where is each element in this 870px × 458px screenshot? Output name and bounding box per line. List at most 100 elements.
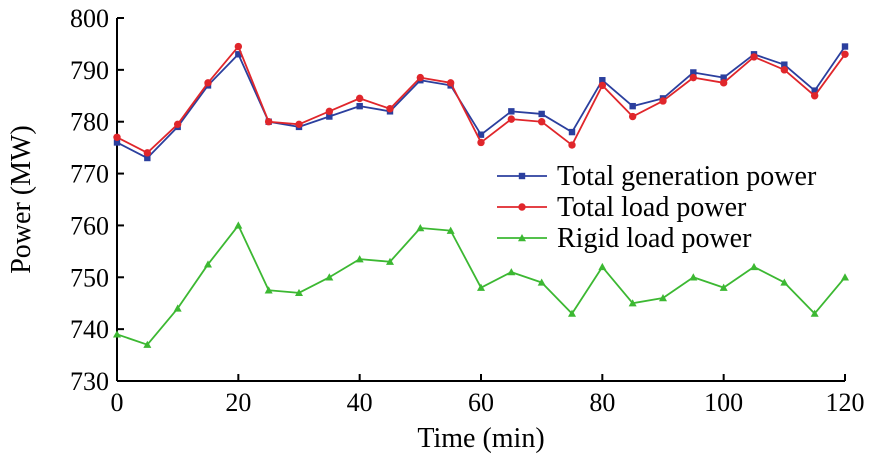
- data-point: [659, 97, 667, 105]
- data-point: [719, 79, 728, 87]
- legend-item: Total generation power: [497, 161, 817, 192]
- data-point: [355, 255, 364, 263]
- data-point: [750, 53, 758, 61]
- data-point: [810, 309, 819, 317]
- data-point: [235, 51, 242, 58]
- data-point: [810, 92, 819, 100]
- y-tick-label: 740: [70, 315, 109, 344]
- legend-swatch-marker: [518, 234, 526, 242]
- data-point: [446, 79, 455, 87]
- y-tick-label: 790: [70, 56, 109, 85]
- data-point: [355, 94, 364, 103]
- data-point: [599, 77, 606, 84]
- y-axis-title: Power (MW): [6, 125, 37, 274]
- legend-swatch-marker: [518, 172, 526, 180]
- data-point: [113, 330, 121, 338]
- data-point: [750, 262, 758, 271]
- data-point: [841, 43, 849, 50]
- data-point: [598, 262, 607, 271]
- y-tick-label: 770: [70, 160, 109, 189]
- data-point: [841, 273, 849, 281]
- data-point: [325, 273, 334, 281]
- data-point: [416, 224, 425, 232]
- data-point: [508, 108, 515, 115]
- data-point: [204, 79, 212, 87]
- data-point: [173, 304, 182, 312]
- data-point: [477, 131, 485, 138]
- data-point: [143, 340, 152, 348]
- data-point: [811, 87, 818, 94]
- data-point: [386, 105, 394, 113]
- data-point: [143, 149, 152, 157]
- data-point: [598, 81, 607, 90]
- data-point: [537, 118, 546, 126]
- data-point: [841, 50, 849, 58]
- x-tick-label: 100: [704, 388, 743, 417]
- y-tick-label: 800: [70, 4, 109, 33]
- legend-item: Total load power: [497, 192, 747, 223]
- data-point: [234, 42, 243, 51]
- data-point: [629, 102, 636, 110]
- y-tick-label: 750: [70, 263, 109, 292]
- data-point: [690, 69, 697, 76]
- data-point: [204, 260, 212, 268]
- data-point: [416, 73, 425, 82]
- y-axis-ticks: 730 740 750 760 770 780 790 800: [70, 4, 124, 396]
- data-point: [356, 102, 363, 110]
- data-point: [689, 73, 698, 82]
- data-point: [628, 299, 637, 307]
- data-point: [446, 226, 455, 234]
- data-point: [326, 113, 333, 120]
- x-axis-title: Time (min): [417, 423, 544, 454]
- legend-label: Rigid load power: [557, 223, 752, 254]
- data-point: [719, 283, 728, 291]
- x-tick-label: 40: [347, 388, 373, 417]
- data-point: [720, 74, 727, 81]
- legend-swatch-marker: [518, 203, 526, 211]
- data-point: [386, 257, 394, 265]
- data-point: [144, 154, 151, 162]
- x-tick-label: 60: [468, 388, 494, 417]
- legend-item: Rigid load power: [497, 223, 752, 254]
- y-tick-label: 780: [70, 108, 109, 137]
- x-axis-ticks: 0 20 40 60 80 100 120: [111, 374, 865, 417]
- data-point: [568, 141, 576, 149]
- data-point: [295, 288, 303, 297]
- x-tick-label: 20: [225, 388, 251, 417]
- x-tick-label: 0: [111, 388, 124, 417]
- data-point: [113, 133, 121, 141]
- data-point: [113, 139, 121, 146]
- legend-label: Total generation power: [557, 161, 817, 192]
- data-point: [568, 128, 576, 136]
- series-3: [113, 221, 849, 348]
- data-point: [538, 110, 545, 118]
- data-point: [780, 66, 789, 74]
- y-tick-label: 730: [70, 367, 109, 396]
- series-layer: [113, 42, 849, 348]
- plot-area: 730 740 750 760 770 780 790 800 0 20 40 60 80 100 120: [70, 4, 865, 417]
- data-point: [325, 107, 334, 116]
- data-point: [628, 112, 637, 121]
- data-point: [507, 115, 516, 123]
- data-point: [264, 286, 273, 294]
- data-point: [781, 61, 788, 68]
- data-point: [659, 294, 667, 302]
- data-point: [477, 283, 485, 291]
- x-tick-label: 80: [589, 388, 615, 417]
- data-point: [689, 273, 698, 281]
- data-point: [264, 118, 273, 126]
- series-2: [113, 42, 849, 157]
- data-point: [234, 221, 243, 229]
- data-point: [507, 268, 516, 276]
- data-point: [173, 120, 182, 129]
- y-tick-label: 760: [70, 211, 109, 240]
- data-point: [780, 278, 789, 286]
- data-point: [568, 309, 576, 317]
- data-point: [295, 120, 303, 129]
- legend-label: Total load power: [557, 192, 747, 223]
- data-point: [537, 278, 546, 286]
- x-tick-label: 120: [826, 388, 865, 417]
- data-point: [477, 138, 485, 147]
